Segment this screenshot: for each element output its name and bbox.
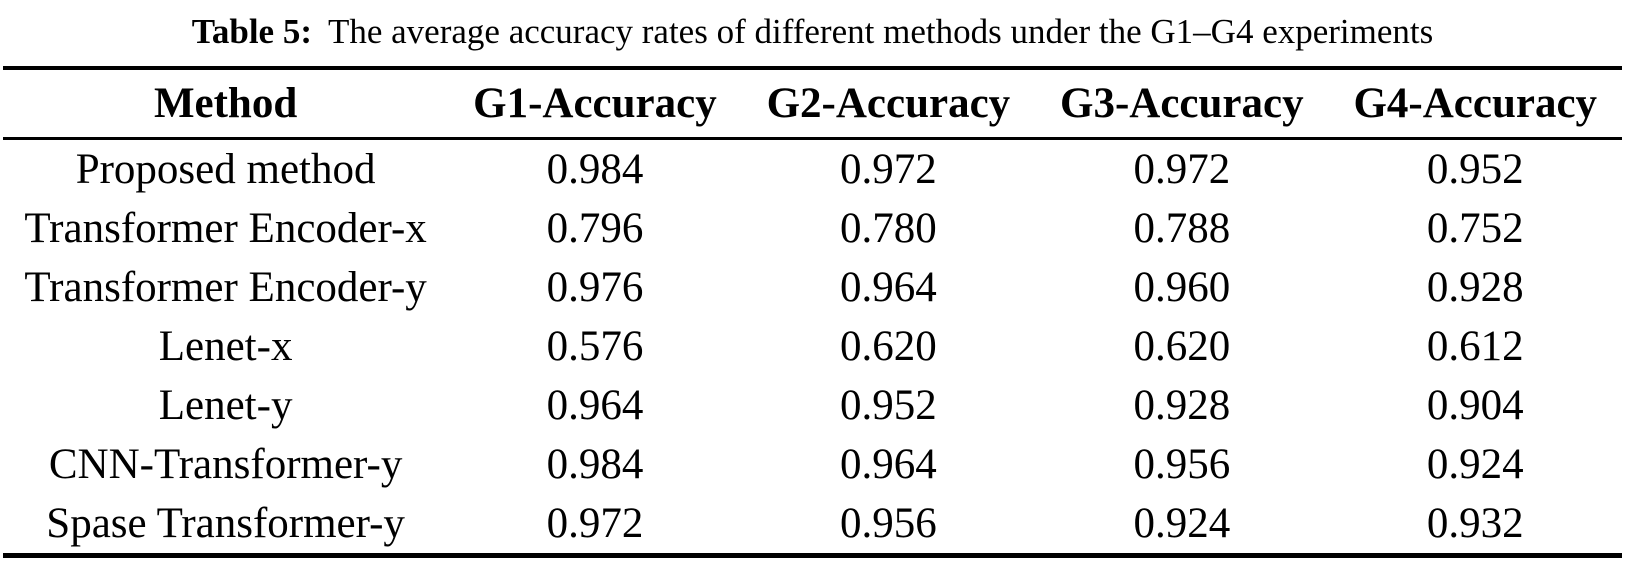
table-caption: Table 5: The average accuracy rates of di… [0,0,1625,66]
table-row: Lenet-x 0.576 0.620 0.620 0.612 [3,317,1622,376]
cell-g4-accuracy: 0.932 [1426,500,1524,547]
cell-g2-accuracy: 0.952 [840,382,937,429]
cell-g1-accuracy: 0.576 [546,323,644,370]
cell-method: Proposed method [75,146,376,193]
cell-g3-accuracy: 0.960 [1133,264,1231,311]
cell-g1-accuracy: 0.964 [546,382,644,429]
cell-g1-accuracy: 0.976 [546,264,644,311]
cell-g3-accuracy: 0.924 [1133,500,1231,547]
table-caption-text: The average accuracy rates of different … [327,12,1434,51]
cell-g4-accuracy: 0.904 [1426,382,1524,429]
column-header-method: Method [153,80,298,127]
cell-g2-accuracy: 0.956 [840,500,937,547]
cell-g1-accuracy: 0.984 [546,146,644,193]
cell-g4-accuracy: 0.752 [1426,205,1524,252]
header-row: Method G1-Accuracy G2-Accuracy G3-Accura… [3,68,1622,139]
accuracy-table: Method G1-Accuracy G2-Accuracy G3-Accura… [3,66,1622,558]
cell-method: Transformer Encoder-y [24,264,427,311]
cell-method: Spase Transformer-y [46,500,405,547]
table-row: CNN-Transformer-y 0.984 0.964 0.956 0.92… [3,435,1622,494]
table-row: Lenet-y 0.964 0.952 0.928 0.904 [3,376,1622,435]
cell-method: Lenet-x [158,323,293,370]
table-row: Transformer Encoder-x 0.796 0.780 0.788 … [3,199,1622,258]
column-header-g4-accuracy: G4-Accuracy [1353,80,1598,127]
cell-g4-accuracy: 0.924 [1426,441,1524,488]
table-row: Transformer Encoder-y 0.976 0.964 0.960 … [3,258,1622,317]
table-row: Proposed method 0.984 0.972 0.972 0.952 [3,139,1622,200]
cell-g4-accuracy: 0.612 [1426,323,1524,370]
cell-g4-accuracy: 0.952 [1426,146,1524,193]
table-container: Method G1-Accuracy G2-Accuracy G3-Accura… [3,66,1622,558]
cell-g3-accuracy: 0.620 [1133,323,1231,370]
table-row: Spase Transformer-y 0.972 0.956 0.924 0.… [3,494,1622,556]
cell-g1-accuracy: 0.972 [546,500,644,547]
column-header-g2-accuracy: G2-Accuracy [766,80,1011,127]
cell-g3-accuracy: 0.928 [1133,382,1231,429]
cell-method: CNN-Transformer-y [48,441,403,488]
column-header-g3-accuracy: G3-Accuracy [1060,80,1304,127]
cell-g2-accuracy: 0.972 [840,146,937,193]
cell-g3-accuracy: 0.788 [1133,205,1231,252]
cell-g1-accuracy: 0.796 [546,205,644,252]
cell-g3-accuracy: 0.956 [1133,441,1231,488]
cell-g4-accuracy: 0.928 [1426,264,1524,311]
cell-g2-accuracy: 0.620 [840,323,937,370]
cell-method: Lenet-y [158,382,293,429]
cell-g2-accuracy: 0.964 [840,441,937,488]
cell-g1-accuracy: 0.984 [546,441,644,488]
cell-g2-accuracy: 0.780 [840,205,937,252]
column-header-g1-accuracy: G1-Accuracy [473,80,717,127]
cell-g3-accuracy: 0.972 [1133,146,1231,193]
cell-g2-accuracy: 0.964 [840,264,937,311]
cell-method: Transformer Encoder-x [24,205,427,252]
table-caption-label: Table 5: [191,12,312,51]
